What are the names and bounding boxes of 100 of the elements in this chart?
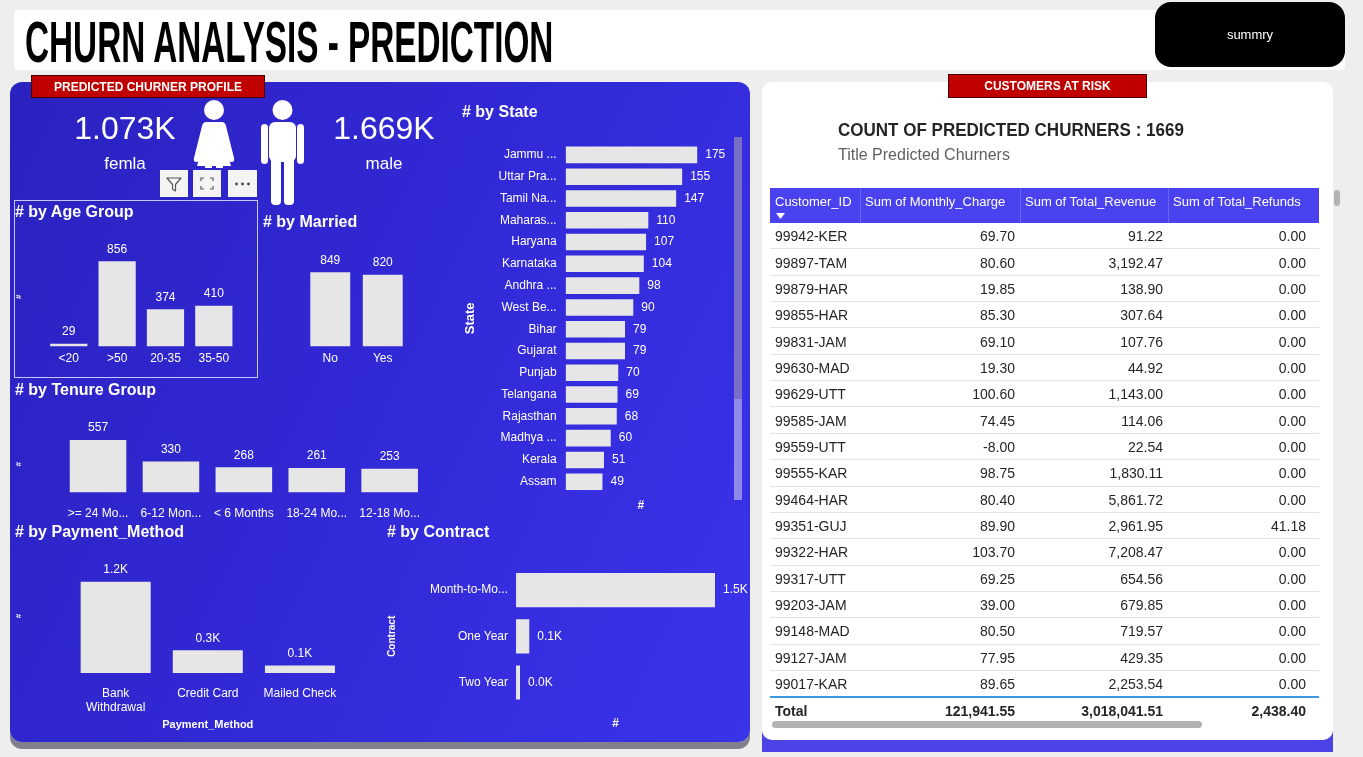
x-tick-label: 20-35 bbox=[150, 351, 182, 366]
category-label: Total bbox=[775, 703, 808, 720]
y-tick-label: Assam bbox=[519, 474, 557, 489]
x-tick-label: >= 24 Mo... bbox=[67, 505, 129, 520]
category-label: 99148-MAD bbox=[775, 623, 850, 640]
data-label: 5,861.72 bbox=[1108, 491, 1163, 508]
data-label: 60 bbox=[618, 430, 633, 445]
text: COUNT OF PREDICTED CHURNERS : 1669 bbox=[838, 120, 1184, 140]
text: CHURN ANALYSIS - PREDICTION bbox=[25, 9, 554, 74]
data-label: 107.76 bbox=[1120, 333, 1163, 350]
data-label: 110 bbox=[656, 212, 676, 227]
chart-title: # by Age Group bbox=[15, 203, 134, 221]
y-tick-label: Gujarat bbox=[517, 343, 558, 358]
y-tick-label: Kerala bbox=[521, 452, 557, 467]
bar bbox=[565, 233, 647, 251]
data-label: 856 bbox=[107, 241, 128, 256]
y-axis-title: # bbox=[14, 613, 23, 619]
y-tick-label: Bihar bbox=[528, 321, 557, 336]
chart-title: # by State bbox=[462, 103, 538, 121]
x-tick-label: Credit Card bbox=[177, 685, 239, 700]
y-axis-title: State bbox=[462, 302, 478, 335]
y-tick-label: Uttar Pra... bbox=[498, 168, 557, 183]
y-tick-label: One Year bbox=[457, 628, 509, 643]
data-label: 85.30 bbox=[979, 307, 1015, 324]
data-label: 429.35 bbox=[1120, 649, 1163, 666]
data-label: -8.00 bbox=[983, 438, 1015, 455]
y-tick-label: Jammu ... bbox=[503, 147, 557, 162]
y-tick-label: Tamil Na... bbox=[499, 190, 557, 205]
category-label: 99017-KAR bbox=[775, 676, 848, 693]
x-tick-label: No bbox=[322, 351, 339, 366]
category-label: 99555-KAR bbox=[775, 465, 848, 482]
category-label: 99629-UTT bbox=[775, 386, 846, 403]
data-label: 410 bbox=[203, 286, 225, 301]
text: male bbox=[365, 154, 403, 173]
data-label: 820 bbox=[372, 255, 394, 270]
data-label: 261 bbox=[306, 448, 328, 463]
data-label: 3,018,041.51 bbox=[1081, 703, 1163, 720]
x-tick-label: 18-24 Mo... bbox=[286, 505, 348, 520]
data-label: 19.30 bbox=[979, 359, 1015, 376]
data-label: 80.40 bbox=[979, 491, 1015, 508]
bar bbox=[565, 408, 617, 425]
text: Sum of Total_Refunds bbox=[1173, 194, 1301, 209]
data-label: 374 bbox=[155, 289, 176, 304]
bar bbox=[565, 473, 603, 490]
bar bbox=[215, 467, 273, 493]
text: CUSTOMERS AT RISK bbox=[948, 74, 1147, 98]
bar bbox=[565, 299, 634, 316]
x-tick-label: 35-50 bbox=[198, 351, 230, 366]
category-label: 99317-UTT bbox=[775, 570, 846, 587]
data-label: 1,830.11 bbox=[1109, 465, 1163, 482]
x-tick-label: Bank Withdrawal bbox=[85, 685, 146, 714]
data-label: 0.0K bbox=[528, 674, 553, 689]
bar bbox=[565, 364, 619, 382]
x-tick-label: <20 bbox=[58, 351, 80, 366]
data-label: 107 bbox=[654, 234, 675, 249]
y-tick-label: Two Year bbox=[458, 674, 509, 689]
y-tick-label: West Be... bbox=[501, 299, 557, 314]
series-label: Sum of Monthly_Charge bbox=[865, 194, 1006, 209]
data-label: 104 bbox=[651, 256, 673, 271]
data-label: 0.00 bbox=[1278, 333, 1306, 350]
y-tick-label: Maharas... bbox=[499, 212, 557, 227]
text: 1.669K bbox=[333, 110, 435, 146]
data-label: 0.00 bbox=[1278, 623, 1306, 640]
y-axis-title: # bbox=[14, 461, 23, 467]
data-label: 0.00 bbox=[1278, 359, 1306, 376]
category-label: 99855-HAR bbox=[775, 307, 849, 324]
bar bbox=[98, 261, 136, 347]
data-label: 253 bbox=[379, 449, 400, 464]
data-label: 175 bbox=[705, 147, 726, 162]
data-label: 51 bbox=[611, 452, 626, 467]
data-label: 307.64 bbox=[1120, 307, 1163, 324]
category-label: 99879-HAR bbox=[775, 280, 849, 297]
data-label: 2,961.95 bbox=[1108, 518, 1163, 535]
text: PREDICTED CHURNER PROFILE bbox=[31, 75, 265, 98]
data-label: 0.00 bbox=[1278, 491, 1306, 508]
text: 1.073K bbox=[74, 110, 176, 146]
category-label: 99322-HAR bbox=[775, 544, 849, 561]
data-label: 0.00 bbox=[1278, 438, 1306, 455]
text: summry bbox=[1226, 27, 1274, 42]
data-label: 41.18 bbox=[1270, 518, 1306, 535]
category-label: 99351-GUJ bbox=[775, 518, 847, 535]
data-label: 138.90 bbox=[1120, 280, 1163, 297]
category-label: 99127-JAM bbox=[775, 649, 847, 666]
chart-title: # by Contract bbox=[387, 523, 490, 541]
text: femla bbox=[104, 154, 146, 173]
data-label: 0.00 bbox=[1278, 676, 1306, 693]
category-label: 99585-JAM bbox=[775, 412, 847, 429]
data-label: 89.65 bbox=[979, 676, 1015, 693]
data-label: 2,253.54 bbox=[1108, 676, 1163, 693]
bar bbox=[565, 190, 677, 207]
data-label: 121,941.55 bbox=[944, 703, 1015, 720]
data-label: 0.1K bbox=[537, 628, 562, 643]
data-label: 268 bbox=[233, 447, 255, 462]
x-tick-label: 12-18 Mo... bbox=[359, 505, 420, 520]
data-label: 1.5K bbox=[723, 582, 748, 597]
data-label: 98 bbox=[647, 277, 661, 292]
data-label: 100.60 bbox=[972, 386, 1015, 403]
y-tick-label: Month-to-Mo... bbox=[429, 582, 509, 597]
bar bbox=[361, 468, 418, 493]
y-axis-title: Contract bbox=[385, 615, 397, 657]
